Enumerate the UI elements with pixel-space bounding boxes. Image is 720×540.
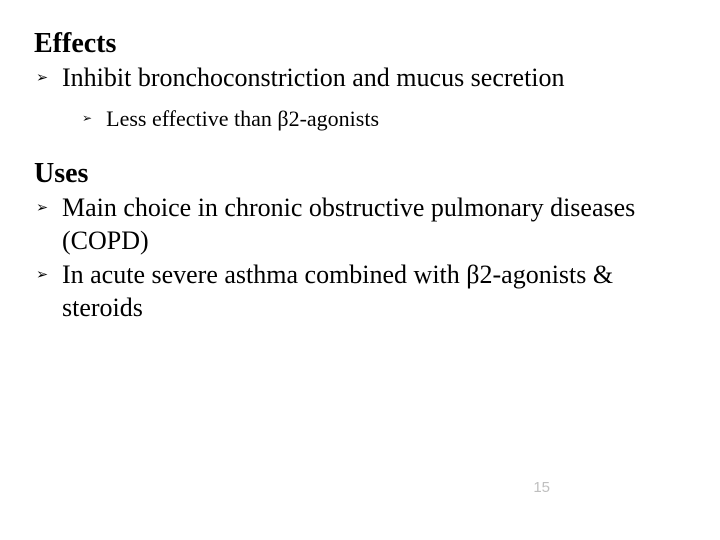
section-heading-uses: Uses: [34, 158, 686, 190]
bullet-icon: ➢: [36, 267, 48, 285]
slide: Effects ➢ Inhibit bronchoconstriction an…: [0, 0, 720, 540]
list-item-text: In acute severe asthma combined with β2-…: [62, 259, 686, 324]
list-item: ➢ Less effective than β2-agonists: [82, 105, 686, 133]
list-item-text: Less effective than β2-agonists: [106, 105, 686, 133]
list-item: ➢ Inhibit bronchoconstriction and mucus …: [36, 62, 686, 95]
list-item-text: Main choice in chronic obstructive pulmo…: [62, 192, 686, 257]
list-item: ➢ Main choice in chronic obstructive pul…: [36, 192, 686, 257]
list-item-text: Inhibit bronchoconstriction and mucus se…: [62, 62, 686, 95]
bullet-icon: ➢: [36, 200, 48, 218]
page-number: 15: [533, 479, 550, 496]
spacer: [34, 132, 686, 158]
list-item: ➢ In acute severe asthma combined with β…: [36, 259, 686, 324]
bullet-icon: ➢: [36, 70, 48, 88]
section-heading-effects: Effects: [34, 28, 686, 60]
bullet-icon: ➢: [82, 111, 92, 126]
